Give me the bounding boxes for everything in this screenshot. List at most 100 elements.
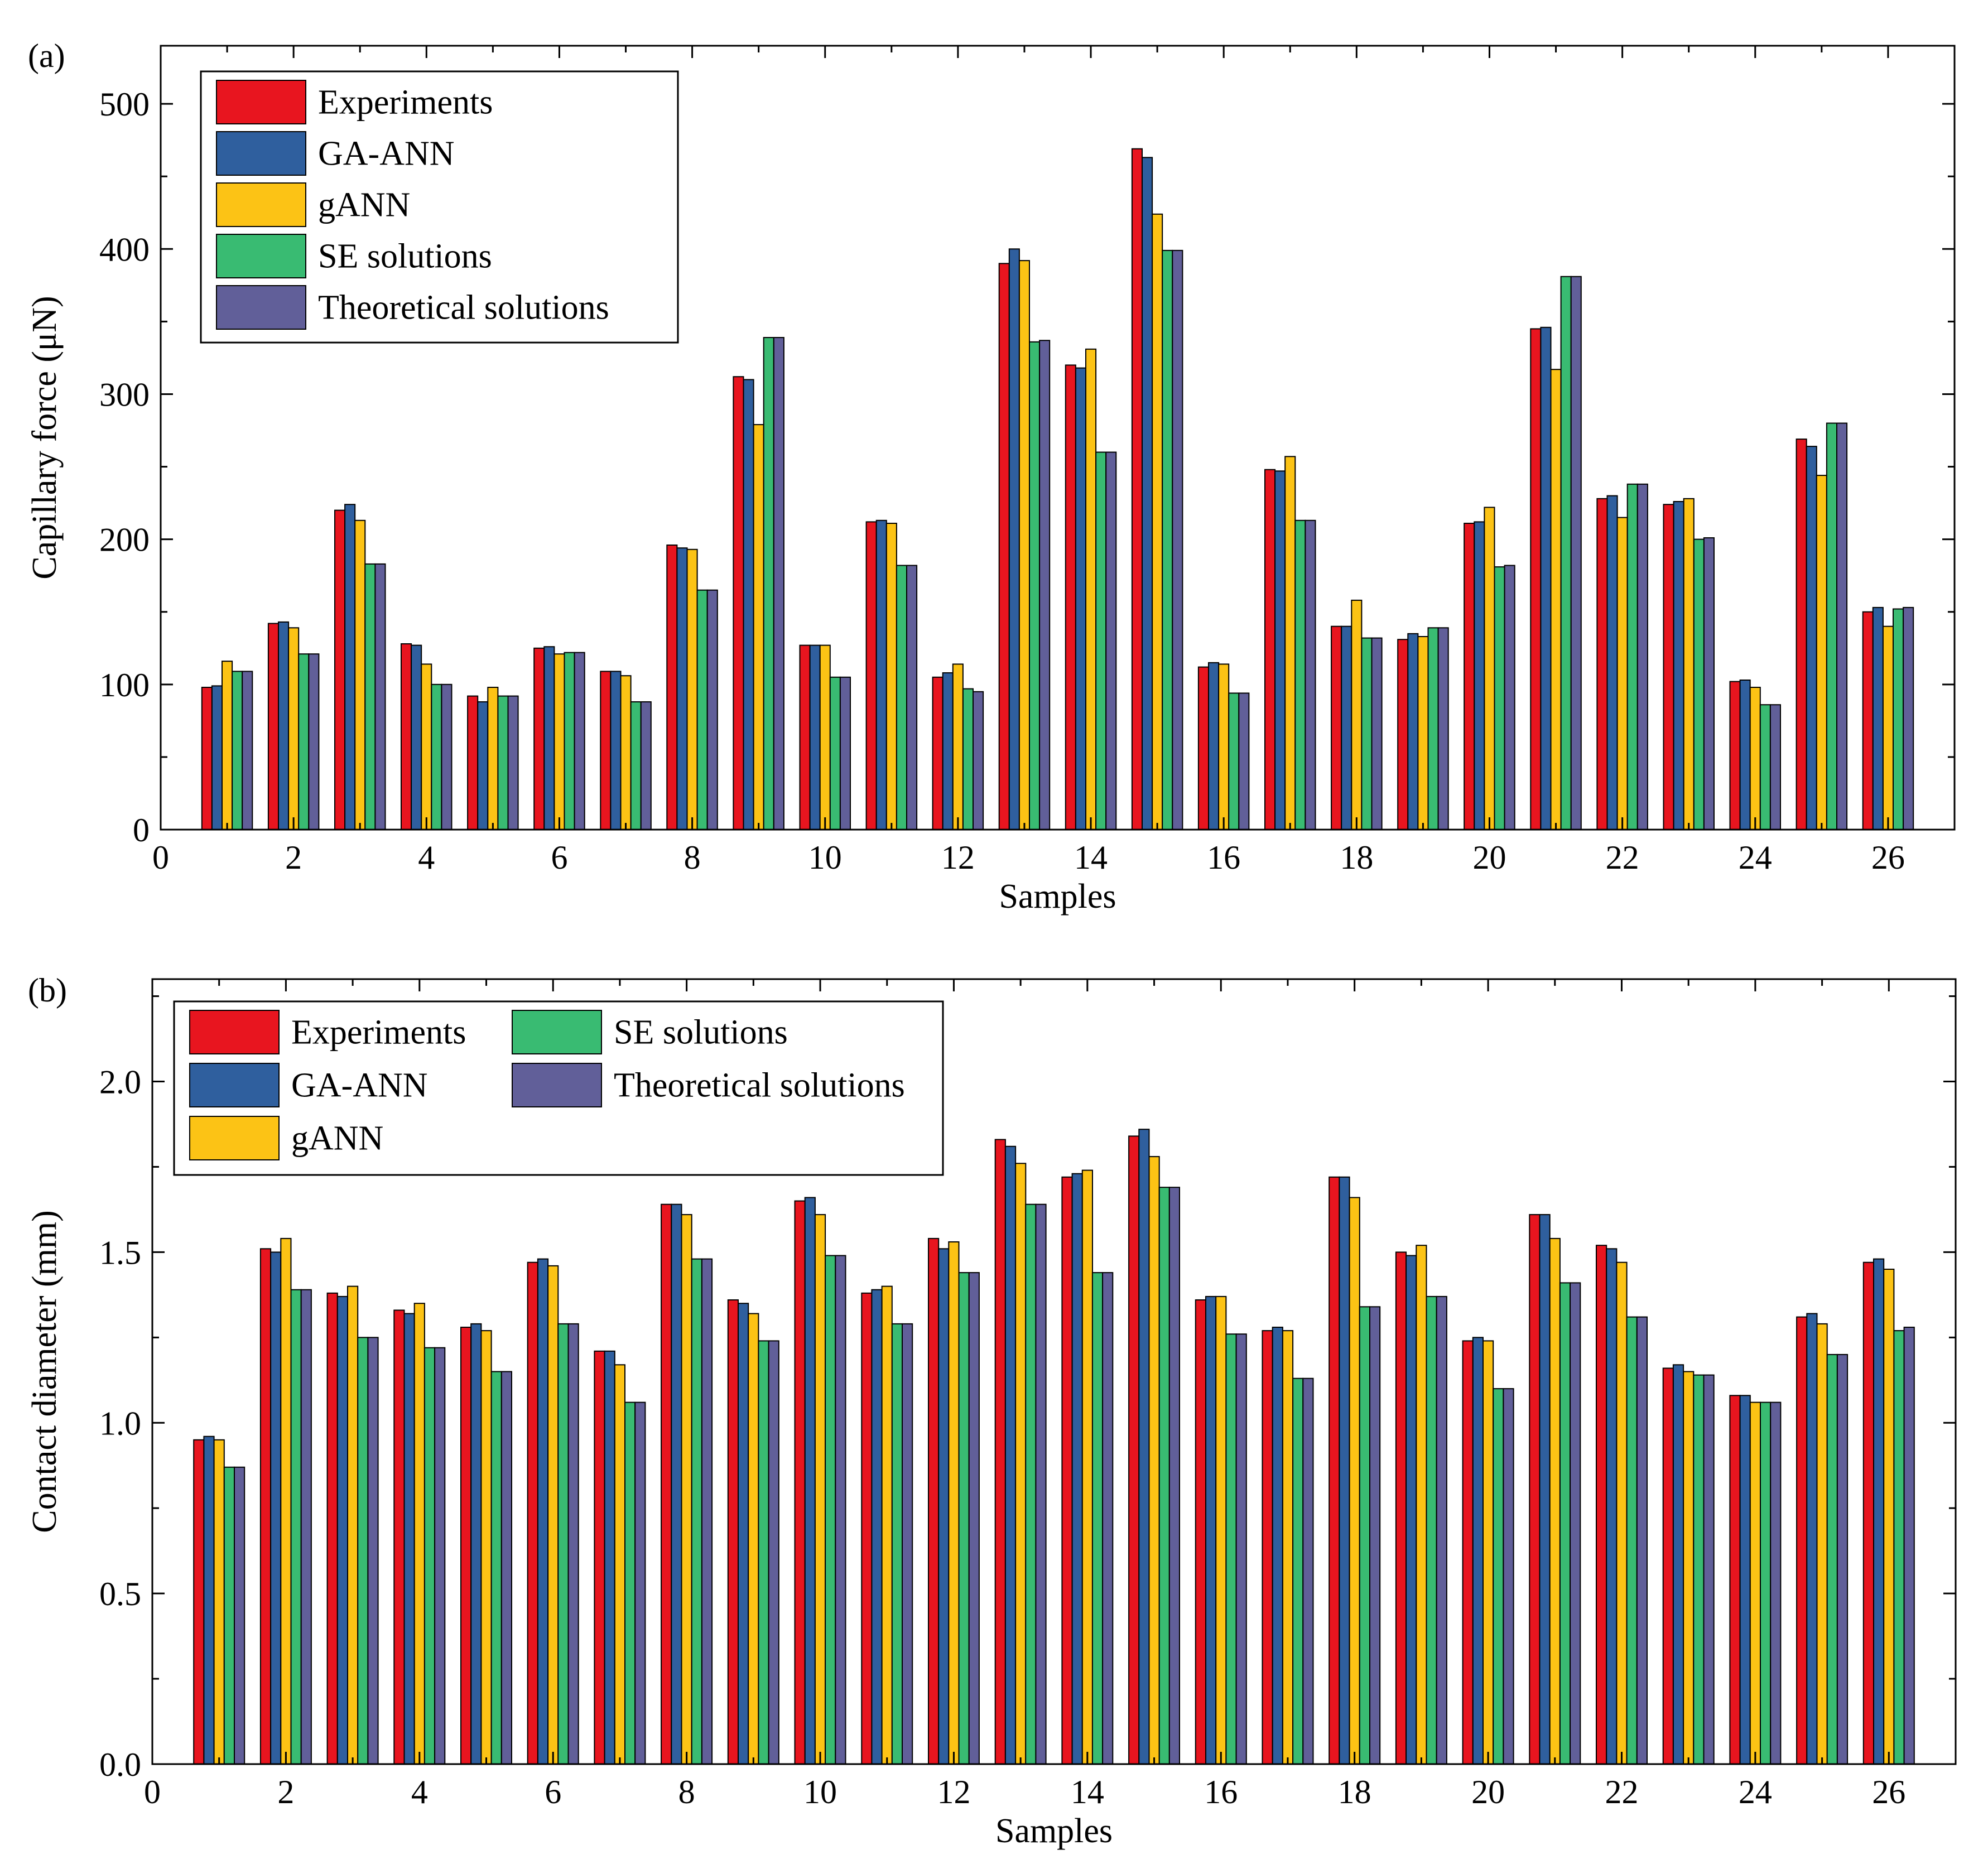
bar-series-ga-ann xyxy=(203,1129,1885,1765)
bar xyxy=(1397,639,1409,830)
bar xyxy=(1427,627,1439,831)
bar xyxy=(300,1289,312,1765)
bar xyxy=(1529,1214,1541,1765)
bar xyxy=(1663,504,1674,830)
bar xyxy=(411,644,422,830)
bar xyxy=(1626,483,1638,830)
bar xyxy=(1749,687,1761,830)
bar xyxy=(1672,1364,1684,1765)
bar xyxy=(1826,1353,1838,1765)
bar xyxy=(706,589,718,830)
bar xyxy=(671,1203,682,1765)
bar xyxy=(962,688,974,830)
bar xyxy=(1816,475,1827,830)
bar xyxy=(232,671,243,831)
bar-series-se-solutions xyxy=(223,1187,1905,1765)
bar xyxy=(1796,1316,1808,1765)
x-tick-label: 26 xyxy=(1872,1774,1905,1810)
bar xyxy=(1703,537,1715,830)
bar xyxy=(403,1313,415,1765)
bar xyxy=(1339,1176,1350,1765)
bar-series-theoretical-solutions xyxy=(234,1187,1915,1765)
legend-label: gANN xyxy=(318,186,410,224)
x-tick-label: 14 xyxy=(1071,1774,1104,1810)
x-tick-label: 18 xyxy=(1338,1774,1371,1810)
legend-swatch xyxy=(216,131,306,176)
bar xyxy=(308,653,320,830)
bar xyxy=(1770,1401,1782,1765)
bar xyxy=(691,1258,702,1765)
bar xyxy=(1626,1316,1638,1765)
x-axis-title: Samples xyxy=(999,878,1116,916)
x-tick-label: 14 xyxy=(1074,839,1108,876)
bar xyxy=(1530,328,1542,830)
bar xyxy=(374,563,386,831)
bar xyxy=(480,1330,492,1765)
bar xyxy=(203,1435,215,1765)
bar xyxy=(891,1323,903,1765)
bar xyxy=(1606,1248,1618,1765)
bar xyxy=(727,1299,739,1765)
bar xyxy=(223,1466,235,1765)
bar xyxy=(242,671,253,831)
bar xyxy=(948,1241,960,1765)
x-tick-label: 10 xyxy=(808,839,842,876)
legend-swatch xyxy=(189,1010,280,1054)
bar xyxy=(1862,611,1874,830)
x-tick-label: 22 xyxy=(1606,839,1639,876)
bar xyxy=(1570,276,1582,830)
legend-swatch xyxy=(216,234,306,278)
bar xyxy=(1035,1203,1047,1765)
bar xyxy=(1560,276,1572,830)
bar xyxy=(958,1272,970,1765)
bar xyxy=(423,1347,436,1765)
bar xyxy=(998,263,1010,830)
bar xyxy=(1158,1187,1170,1765)
bar xyxy=(270,1251,282,1765)
x-tick-label: 10 xyxy=(803,1774,837,1810)
bar xyxy=(1272,1327,1283,1765)
bar xyxy=(906,565,918,830)
bar xyxy=(1039,340,1051,830)
bar xyxy=(902,1323,913,1765)
legend-label: SE solutions xyxy=(614,1013,788,1051)
legend-swatch xyxy=(512,1063,602,1107)
bar xyxy=(507,695,519,830)
x-tick-label: 2 xyxy=(277,1774,294,1810)
bar xyxy=(1152,213,1163,830)
bar xyxy=(1208,662,1220,831)
y-tick-label: 0.5 xyxy=(99,1576,141,1612)
bar xyxy=(942,672,954,830)
plot-frame xyxy=(151,978,1957,1765)
bar xyxy=(743,379,754,830)
bar xyxy=(1292,1377,1304,1765)
bar xyxy=(871,1289,883,1765)
bar xyxy=(1883,1269,1895,1765)
bar xyxy=(487,687,499,830)
legend-label: GA-ANN xyxy=(291,1066,428,1104)
bar xyxy=(1235,1333,1247,1765)
legend-label: Experiments xyxy=(291,1013,466,1051)
x-tick-label: 16 xyxy=(1207,839,1240,876)
bar xyxy=(952,663,964,831)
bar xyxy=(1369,1306,1381,1765)
bar xyxy=(1816,1323,1828,1765)
bar xyxy=(1262,1330,1273,1765)
bar xyxy=(1172,249,1183,830)
y-axis-title: Capillary force (μN) xyxy=(26,296,64,579)
bar xyxy=(825,1255,836,1765)
bar xyxy=(794,1200,806,1765)
bar xyxy=(1148,1156,1160,1765)
legend-label: Theoretical solutions xyxy=(614,1066,905,1104)
bar xyxy=(357,1337,369,1765)
bar xyxy=(1328,1176,1340,1765)
legend-swatch xyxy=(216,285,306,330)
panel-label: (a) xyxy=(28,37,65,74)
bar xyxy=(1836,422,1848,830)
bar xyxy=(1636,483,1648,830)
bar xyxy=(1195,1299,1207,1765)
y-tick-label: 500 xyxy=(99,86,150,123)
bar xyxy=(1796,439,1807,830)
bar xyxy=(1769,704,1781,830)
